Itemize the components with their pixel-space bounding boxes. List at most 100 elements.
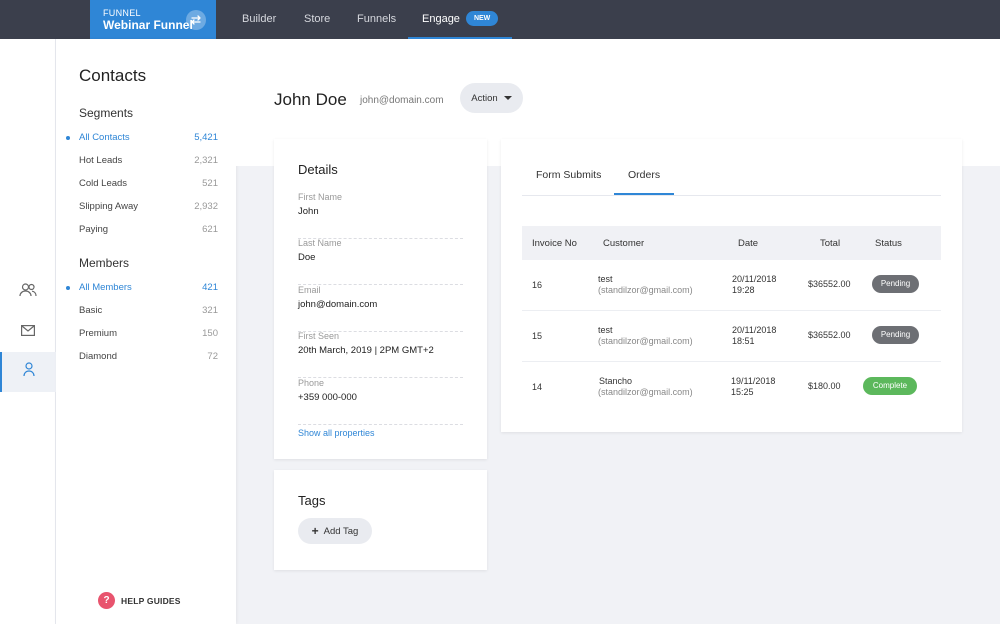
field-label: Phone bbox=[298, 378, 325, 388]
segment-count: 5,421 bbox=[194, 132, 218, 143]
nav-builder[interactable]: Builder bbox=[242, 13, 277, 25]
member-count: 421 bbox=[202, 282, 218, 293]
field-label: Last Name bbox=[298, 238, 342, 248]
member-diamond[interactable]: Diamond 72 bbox=[79, 348, 218, 364]
show-all-properties-link[interactable]: Show all properties bbox=[298, 428, 375, 438]
member-label: Diamond bbox=[79, 351, 118, 362]
orders-table-header: Invoice No Customer Date Total Status bbox=[522, 226, 941, 260]
field-label: First Seen bbox=[298, 331, 340, 341]
customer-email: (standilzor@gmail.com) bbox=[598, 285, 693, 295]
col-date: Date bbox=[738, 238, 759, 249]
tags-card: Tags + Add Tag bbox=[274, 470, 487, 570]
member-count: 72 bbox=[207, 351, 218, 362]
col-customer: Customer bbox=[603, 238, 645, 249]
add-tag-label: Add Tag bbox=[323, 525, 359, 537]
nav-funnels[interactable]: Funnels bbox=[357, 13, 397, 25]
tab-orders[interactable]: Orders bbox=[614, 169, 675, 195]
segment-all-contacts[interactable]: All Contacts 5,421 bbox=[66, 129, 218, 145]
col-status: Status bbox=[875, 238, 902, 249]
field-email: Email john@domain.com bbox=[298, 285, 463, 332]
rail-profile[interactable] bbox=[0, 352, 56, 392]
table-row[interactable]: 15 test (standilzor@gmail.com) 20/11/201… bbox=[522, 311, 941, 362]
nav-store[interactable]: Store bbox=[304, 13, 331, 25]
field-value: John bbox=[298, 206, 319, 217]
segment-cold-leads[interactable]: Cold Leads 521 bbox=[79, 175, 218, 191]
field-value: 20th March, 2019 | 2PM GMT+2 bbox=[298, 345, 434, 356]
action-label: Action bbox=[471, 92, 498, 104]
segment-label: Hot Leads bbox=[79, 155, 123, 166]
order-date: 20/11/2018 bbox=[732, 325, 777, 335]
member-label: All Members bbox=[79, 282, 132, 293]
segment-label: Cold Leads bbox=[79, 178, 128, 189]
member-count: 150 bbox=[202, 328, 218, 339]
order-total: $180.00 bbox=[808, 381, 841, 391]
tabs-divider bbox=[522, 195, 941, 196]
col-invoice: Invoice No bbox=[532, 238, 577, 249]
details-title: Details bbox=[298, 162, 338, 177]
segment-label: All Contacts bbox=[79, 132, 130, 143]
active-dot bbox=[66, 136, 70, 140]
rail-mail[interactable] bbox=[0, 312, 56, 352]
customer-name: test bbox=[598, 325, 613, 335]
table-row[interactable]: 16 test (standilzor@gmail.com) 20/11/201… bbox=[522, 260, 941, 311]
swap-icon[interactable] bbox=[186, 10, 206, 30]
help-guides-label: HELP GUIDES bbox=[121, 595, 181, 606]
col-total: Total bbox=[820, 238, 841, 249]
segment-count: 2,932 bbox=[194, 201, 218, 212]
field-phone: Phone +359 000-000 bbox=[298, 378, 463, 425]
invoice-no: 14 bbox=[532, 382, 543, 392]
invoice-no: 16 bbox=[532, 280, 543, 290]
funnel-label: FUNNEL bbox=[103, 8, 141, 18]
segment-label: Paying bbox=[79, 224, 109, 235]
status-badge: Complete bbox=[863, 377, 917, 395]
customer-name: test bbox=[598, 274, 613, 284]
status-badge: Pending bbox=[872, 275, 919, 293]
member-label: Premium bbox=[79, 328, 118, 339]
customer-email: (standilzor@gmail.com) bbox=[598, 387, 693, 397]
members-heading: Members bbox=[79, 256, 130, 270]
customer-name: Stancho bbox=[599, 376, 633, 386]
order-time: 19:28 bbox=[732, 285, 755, 295]
funnel-switcher[interactable]: FUNNEL Webinar Funnel bbox=[90, 0, 216, 39]
invoice-no: 15 bbox=[532, 331, 543, 341]
top-bar: FUNNEL Webinar Funnel Builder Store Funn… bbox=[0, 0, 1000, 39]
field-value: john@domain.com bbox=[298, 299, 378, 310]
contact-name: John Doe bbox=[274, 90, 347, 109]
field-label: Email bbox=[298, 285, 321, 295]
member-all-members[interactable]: All Members 421 bbox=[66, 279, 218, 295]
customer-email: (standilzor@gmail.com) bbox=[598, 336, 693, 346]
member-premium[interactable]: Premium 150 bbox=[79, 325, 218, 341]
add-tag-button[interactable]: + Add Tag bbox=[298, 518, 372, 544]
help-icon: ? bbox=[98, 592, 115, 609]
table-row[interactable]: 14 Stancho (standilzor@gmail.com) 19/11/… bbox=[522, 362, 941, 413]
order-total: $36552.00 bbox=[808, 330, 851, 340]
field-value: +359 000-000 bbox=[298, 392, 357, 403]
rail-contacts[interactable] bbox=[0, 272, 56, 312]
segments-heading: Segments bbox=[79, 106, 134, 120]
segment-slipping-away[interactable]: Slipping Away 2,932 bbox=[79, 198, 218, 214]
help-guides-link[interactable]: ? HELP GUIDES bbox=[98, 592, 181, 609]
order-date: 19/11/2018 bbox=[731, 376, 776, 386]
tab-form-submits[interactable]: Form Submits bbox=[536, 169, 602, 181]
action-button[interactable]: Action bbox=[460, 83, 523, 113]
icon-rail bbox=[0, 39, 56, 624]
active-dot bbox=[66, 286, 70, 290]
orders-card: Form Submits Orders Invoice No Customer … bbox=[501, 139, 962, 432]
segment-label: Slipping Away bbox=[79, 201, 138, 212]
order-total: $36552.00 bbox=[808, 279, 851, 289]
segment-hot-leads[interactable]: Hot Leads 2,321 bbox=[79, 152, 218, 168]
plus-icon: + bbox=[311, 524, 319, 538]
member-count: 321 bbox=[202, 305, 218, 316]
details-card: Details First Name John Last Name Doe Em… bbox=[274, 139, 487, 459]
field-label: First Name bbox=[298, 192, 343, 202]
status-badge: Pending bbox=[872, 326, 919, 344]
mail-icon bbox=[21, 323, 36, 341]
segment-count: 2,321 bbox=[194, 155, 218, 166]
sidebar-title: Contacts bbox=[79, 66, 147, 85]
member-label: Basic bbox=[79, 305, 103, 316]
segment-paying[interactable]: Paying 621 bbox=[79, 221, 218, 237]
new-badge: NEW bbox=[465, 10, 499, 26]
users-icon bbox=[19, 282, 37, 303]
nav-engage[interactable]: Engage NEW bbox=[408, 0, 513, 39]
member-basic[interactable]: Basic 321 bbox=[79, 302, 218, 318]
